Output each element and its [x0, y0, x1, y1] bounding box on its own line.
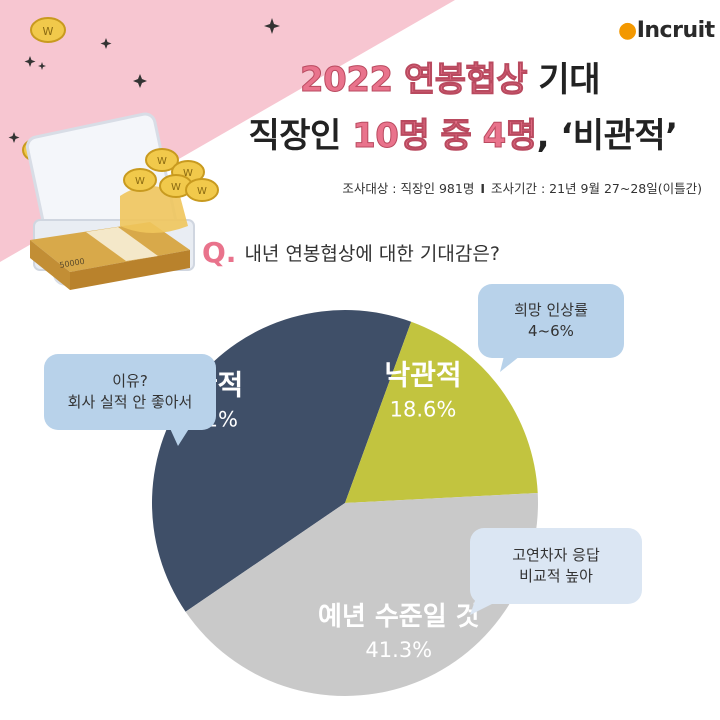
survey-separator: I	[480, 181, 485, 196]
headline-rest-2: , ‘비관적’	[536, 116, 678, 156]
bubble-senior-response: 고연차자 응답 비교적 높아	[470, 528, 642, 604]
svg-text:W: W	[171, 182, 181, 193]
bubble-reason-line-2: 회사 실적 안 좋아서	[67, 393, 193, 411]
question: Q. 내년 연봉협상에 대한 기대감은?	[202, 236, 500, 269]
svg-text:W: W	[43, 25, 54, 38]
svg-text:50000: 50000	[59, 257, 86, 270]
wallet-illustration: 50000	[25, 112, 195, 290]
pie-slice-2	[185, 492, 538, 696]
logo-dot: ●	[618, 18, 637, 43]
pie-slice-value-2: 41.3%	[365, 638, 432, 662]
survey-info: 조사대상 : 직장인 981명 I 조사기간 : 21년 9월 27~28일(이틀간…	[342, 178, 702, 197]
sparkle-icon	[8, 18, 280, 143]
svg-text:W: W	[197, 186, 207, 197]
headline-lead-2: 직장인	[248, 116, 353, 156]
bubble-gap-line-2: 비교적 높아	[519, 567, 593, 585]
question-mark: Q.	[202, 236, 237, 269]
headline-highlight-1: 2022 연봉협상	[299, 60, 528, 101]
headline-rest-1: 기대	[527, 60, 600, 100]
logo-text: Incruit	[636, 18, 715, 43]
pie-slice-1	[345, 321, 538, 503]
bubble-hope-line-2: 4~6%	[528, 322, 574, 340]
incruit-logo: ●Incruit	[618, 18, 715, 43]
bubble-gap-line-1: 고연차자 응답	[512, 546, 600, 564]
svg-text:W: W	[157, 156, 167, 167]
headline-highlight-2: 10명 중 4명	[352, 116, 538, 157]
survey-period: 조사기간 : 21년 9월 27~28일(이틀간)	[490, 181, 702, 196]
bubble-hope-raise: 희망 인상률 4~6%	[478, 284, 624, 358]
bubble-hope-tail	[500, 352, 525, 372]
svg-text:W: W	[135, 176, 145, 187]
pie-slices	[152, 310, 538, 696]
bubble-reason-line-1: 이유?	[112, 372, 148, 390]
bubble-hope-line-1: 희망 인상률	[514, 301, 588, 319]
svg-text:W: W	[183, 168, 193, 179]
bubble-reason: 이유? 회사 실적 안 좋아서	[44, 354, 216, 430]
bubble-gap-tail	[470, 592, 500, 615]
question-text: 내년 연봉협상에 대한 기대감은?	[244, 243, 500, 265]
coin-stack-icon: W W W W W	[123, 148, 219, 202]
pie-slice-label-2: 예년 수준일 것	[318, 602, 480, 632]
headline-line-1: 2022 연봉협상 기대	[230, 52, 670, 101]
pie-slice-0	[152, 310, 412, 612]
pie-slice-value-1: 18.6%	[390, 397, 457, 421]
headline-line-2: 직장인 10명 중 4명, ‘비관적’	[228, 108, 698, 157]
bubble-reason-tail	[168, 424, 192, 446]
pie-slice-label-1: 낙관적	[384, 358, 461, 391]
survey-target: 조사대상 : 직장인 981명	[342, 181, 475, 196]
